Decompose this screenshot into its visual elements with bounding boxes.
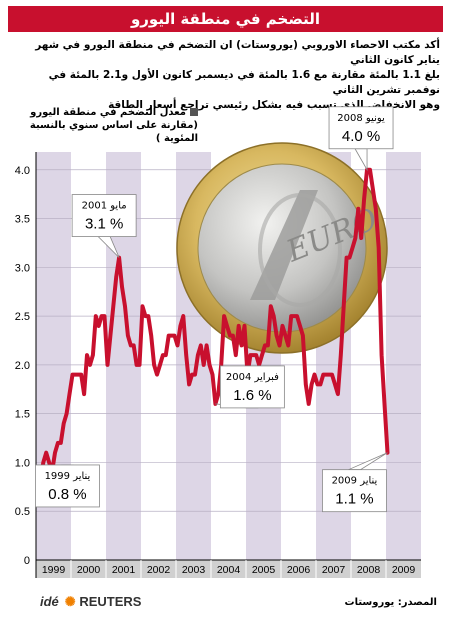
x-axis-band [36, 560, 421, 578]
y-tick-label: 3.5 [15, 214, 30, 226]
reuters-dot-icon: ✺ [64, 594, 76, 609]
year-band [386, 152, 421, 560]
y-tick-label: 1.0 [15, 457, 30, 469]
y-tick-label: 3.0 [15, 262, 30, 274]
intro-line-1: أكد مكتب الاحصاء الاوروبي (يوروستات) ان … [35, 39, 440, 66]
callout-label: يناير 2009 [332, 476, 378, 487]
legend-label: معدل التضخم في منطقة اليورو [30, 107, 186, 118]
callout-rect [322, 469, 387, 513]
callout-rect [71, 194, 137, 237]
callout-value: 4.0 % [342, 128, 380, 145]
inflation-line-chart: EURO 1999 2000 2001 2002 2003 2004 2005 2006 200… [15, 106, 421, 578]
callout-value: 1.1 % [335, 491, 373, 508]
x-axis: 1999 2000 2001 2002 2003 2004 2005 2006 2007 2008… [36, 559, 421, 578]
year-band [141, 152, 176, 560]
callout-value: 1.6 % [233, 387, 271, 404]
x-tick-label: 2001 [112, 564, 136, 576]
euro-coin-image: EURO [176, 142, 388, 354]
callout-rect [35, 464, 100, 508]
callout-box: يونيو 2008 4.0 % [328, 106, 394, 172]
series-euro-inflation [35, 167, 390, 484]
intro-line-2: بلغ 1.1 بالمئة مقارنة مع 1.6 بالمئة في د… [48, 69, 440, 96]
y-axis: 0 0.5 1.0 1.5 2.0 2.5 3.0 3.5 4.0 [15, 152, 37, 578]
source-note: المصدر: يوروستات [344, 597, 437, 608]
callout-box: مايو 2001 3.1 % [71, 194, 137, 258]
callout-rect [328, 106, 394, 150]
callout-box: فبراير 2004 1.6 % [215, 365, 285, 409]
y-tick-label: 0.5 [15, 506, 30, 518]
callout-value: 3.1 % [85, 216, 123, 233]
callout-label: يناير 1999 [45, 471, 91, 482]
x-tick-label: 2003 [182, 564, 206, 576]
x-tick-label: 2000 [77, 564, 101, 576]
callout-label: يونيو 2008 [337, 113, 385, 124]
x-tick-label: 2006 [287, 564, 311, 576]
legend-sublabel: (مقارنة على اساس سنوي بالنسبة المئوية ) [29, 120, 198, 144]
y-tick-label: 2.0 [15, 360, 30, 372]
y-tick-label: 0 [24, 555, 30, 567]
y-tick-label: 1.5 [15, 409, 30, 421]
y-tick-label: 2.5 [15, 311, 30, 323]
x-tick-label: 2004 [217, 564, 241, 576]
x-tick-label: 2007 [322, 564, 346, 576]
callout-box: يناير 2009 1.1 % [322, 452, 388, 513]
x-tick-label: 2009 [392, 564, 416, 576]
series-line [35, 167, 390, 484]
callouts: يناير 1999 0.8 % مايو 2001 3.1 % فبراير 2004… [35, 106, 394, 513]
x-tick-label: 2008 [357, 564, 381, 576]
callout-value: 0.8 % [48, 486, 86, 503]
x-tick-label: 2002 [147, 564, 171, 576]
callout-box: يناير 1999 0.8 % [35, 464, 100, 508]
x-tick-label: 1999 [42, 564, 66, 576]
callout-label: فبراير 2004 [226, 372, 279, 383]
reuters-logo: idé ✺ REUTERS [40, 594, 141, 610]
chart-title: التضخم في منطقة اليورو [8, 6, 443, 32]
x-tick-label: 2005 [252, 564, 276, 576]
y-tick-label: 4.0 [15, 165, 30, 177]
ide-logo-text: idé [40, 594, 59, 609]
callout-rect [219, 365, 285, 409]
reuters-logo-text: REUTERS [79, 594, 142, 609]
legend: معدل التضخم في منطقة اليورو (مقارنة على … [8, 106, 198, 145]
legend-swatch [190, 108, 198, 116]
callout-label: مايو 2001 [82, 201, 127, 212]
